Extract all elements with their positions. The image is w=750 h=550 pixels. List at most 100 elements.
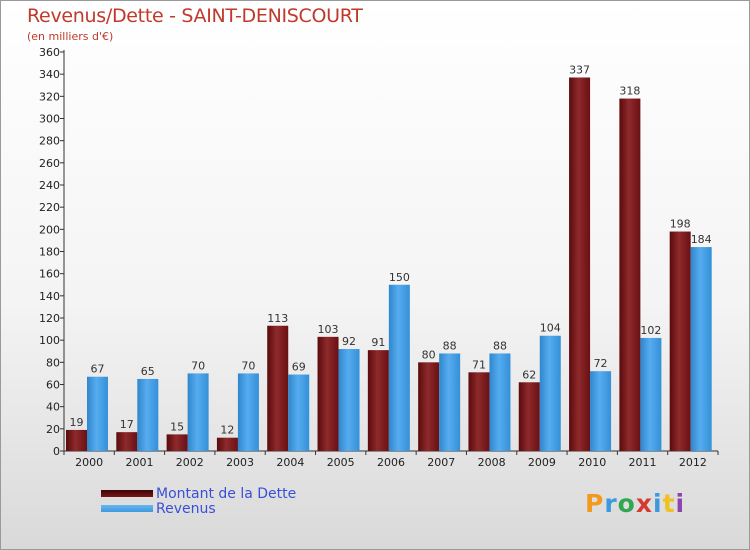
- x-tick-label: 2004: [276, 456, 304, 469]
- data-label: 88: [443, 339, 457, 352]
- bar-dette: [669, 231, 691, 451]
- y-tick-label: 260: [39, 157, 60, 170]
- y-tick-label: 60: [46, 379, 60, 392]
- y-tick-label: 80: [46, 356, 60, 369]
- bar-revenus: [187, 373, 209, 451]
- logo-letter: i: [653, 489, 663, 518]
- logo-letter: o: [617, 489, 636, 518]
- proxiti-logo: Proxiti: [585, 489, 685, 518]
- data-label: 15: [170, 420, 184, 433]
- bar-dette: [66, 429, 87, 451]
- data-label: 69: [292, 361, 306, 374]
- data-label: 150: [389, 271, 410, 284]
- data-label: 184: [691, 233, 712, 246]
- data-label: 17: [120, 418, 134, 431]
- data-label: 337: [569, 63, 590, 76]
- bar-dette: [317, 336, 339, 451]
- x-tick-label: 2009: [528, 456, 556, 469]
- x-tick-label: 2005: [327, 456, 355, 469]
- bar-dette: [166, 434, 188, 451]
- logo-letter: P: [585, 489, 605, 518]
- data-label: 113: [267, 312, 288, 325]
- bar-revenus: [489, 353, 511, 451]
- bar-revenus: [439, 353, 461, 451]
- bar-revenus: [388, 284, 410, 451]
- y-tick-label: 360: [39, 46, 60, 59]
- bar-revenus: [640, 337, 662, 451]
- y-tick-label: 120: [39, 312, 60, 325]
- y-tick-label: 200: [39, 223, 60, 236]
- logo-letter: i: [675, 489, 686, 518]
- bar-revenus: [137, 378, 159, 451]
- y-tick-label: 0: [53, 445, 60, 458]
- y-tick-label: 240: [39, 179, 60, 192]
- y-tick-label: 320: [39, 90, 60, 103]
- x-tick-label: 2001: [125, 456, 153, 469]
- chart-title: Revenus/Dette - SAINT-DENISCOURT: [27, 5, 363, 27]
- data-label: 12: [220, 424, 234, 437]
- y-tick-label: 280: [39, 135, 60, 148]
- y-tick-label: 220: [39, 201, 60, 214]
- y-tick-label: 40: [46, 401, 60, 414]
- logo-letter: x: [635, 489, 653, 518]
- y-tick-label: 160: [39, 268, 60, 281]
- legend-swatch-dette: [101, 490, 153, 497]
- bar-revenus: [237, 373, 259, 451]
- x-tick-label: 2002: [176, 456, 204, 469]
- bar-dette: [267, 325, 289, 451]
- bar-dette: [619, 98, 641, 452]
- data-label: 19: [70, 416, 84, 429]
- data-label: 65: [141, 365, 155, 378]
- bar-revenus: [539, 335, 561, 451]
- y-tick-label: 340: [39, 68, 60, 81]
- data-label: 67: [91, 363, 105, 376]
- chart-subtitle: (en milliers d'€): [27, 30, 114, 43]
- legend-label-dette: Montant de la Dette: [156, 486, 297, 502]
- bar-revenus: [590, 371, 612, 451]
- y-tick-label: 180: [39, 246, 60, 259]
- x-tick-label: 2007: [427, 456, 455, 469]
- bar-dette: [468, 372, 490, 451]
- bar-dette: [569, 77, 591, 451]
- data-label: 92: [342, 335, 356, 348]
- bar-revenus: [288, 374, 310, 451]
- x-tick-label: 2003: [226, 456, 254, 469]
- bar-dette: [116, 432, 138, 451]
- x-tick-label: 2006: [377, 456, 405, 469]
- bar-dette: [216, 437, 238, 451]
- data-label: 103: [318, 323, 339, 336]
- bar-revenus: [87, 376, 108, 451]
- data-label: 70: [241, 359, 255, 372]
- legend-swatch-revenus: [101, 505, 153, 512]
- logo-letter: r: [604, 489, 618, 518]
- data-label: 198: [670, 218, 691, 231]
- data-label: 102: [640, 324, 661, 337]
- bar-dette: [518, 382, 540, 451]
- legend-label-revenus: Revenus: [156, 501, 216, 517]
- data-label: 80: [422, 348, 436, 361]
- data-label: 72: [594, 357, 608, 370]
- data-label: 88: [493, 339, 507, 352]
- x-tick-label: 2012: [679, 456, 707, 469]
- data-label: 318: [619, 85, 640, 98]
- y-tick-label: 20: [46, 423, 60, 436]
- x-tick-label: 2011: [629, 456, 657, 469]
- y-tick-label: 300: [39, 113, 60, 126]
- bar-dette: [418, 362, 440, 451]
- data-label: 70: [191, 359, 205, 372]
- x-tick-label: 2000: [75, 456, 103, 469]
- x-tick-label: 2010: [578, 456, 606, 469]
- bar-revenus: [338, 349, 360, 451]
- y-tick-label: 140: [39, 290, 60, 303]
- data-label: 62: [522, 368, 536, 381]
- data-label: 104: [540, 322, 561, 335]
- data-label: 91: [371, 336, 385, 349]
- x-tick-label: 2008: [478, 456, 506, 469]
- bar-revenus: [690, 247, 712, 451]
- y-tick-label: 100: [39, 334, 60, 347]
- data-label: 71: [472, 358, 486, 371]
- bar-dette: [367, 350, 389, 451]
- logo-letter: t: [662, 489, 676, 518]
